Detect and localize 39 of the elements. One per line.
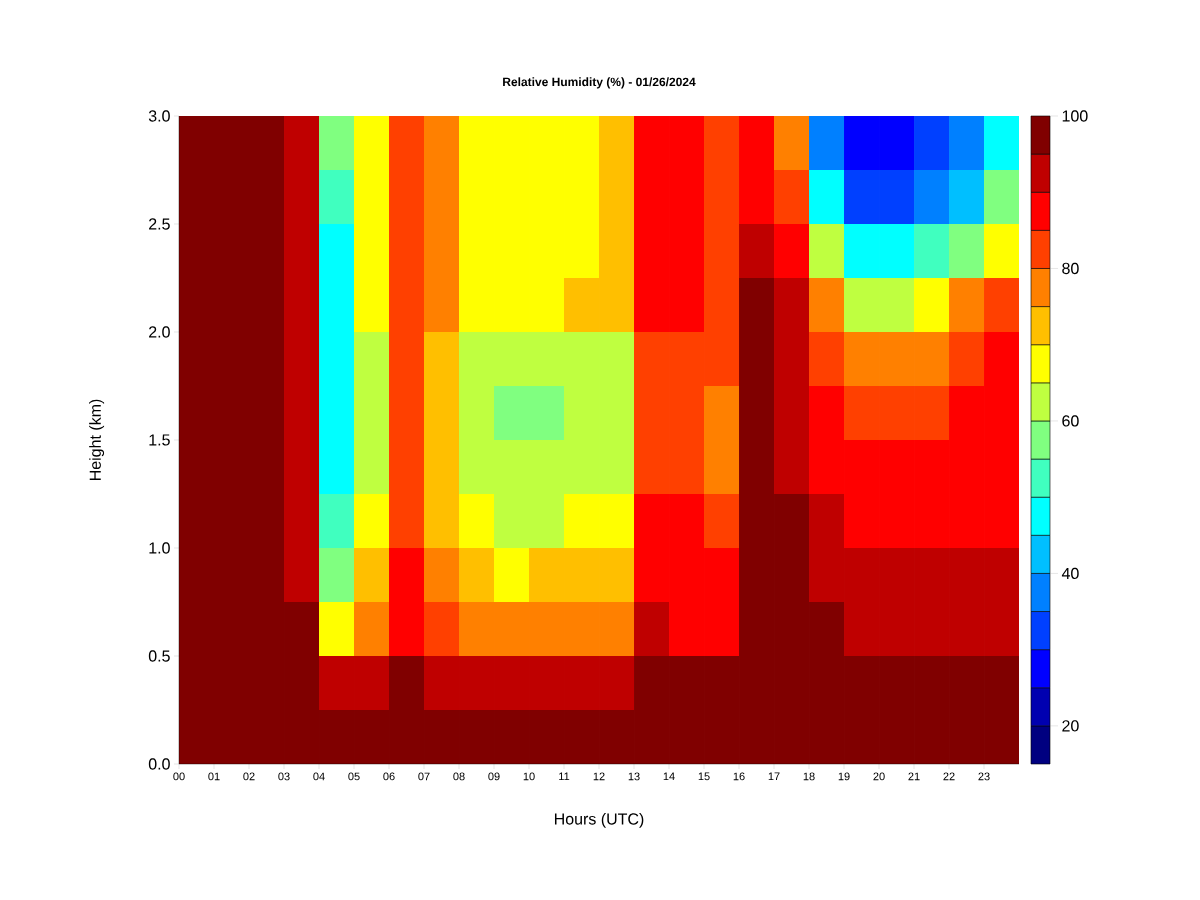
x-tick-label: 08 (453, 772, 465, 781)
color-bar-label: 40 (1061, 567, 1079, 580)
chart-title: Relative Humidity (%) - 01/26/2024 (503, 77, 696, 89)
x-tick-label: 16 (733, 772, 745, 781)
x-tick-label: 02 (243, 772, 255, 781)
color-bar-label: 80 (1062, 262, 1079, 275)
x-tick-label: 18 (803, 772, 815, 781)
x-tick-label: 00 (173, 772, 185, 781)
x-tick-label: 12 (593, 772, 605, 781)
x-tick-label: 23 (978, 772, 990, 781)
x-tick-label: 03 (278, 772, 290, 781)
x-tick-label: 05 (348, 772, 360, 781)
x-tick-label: 10 (523, 772, 535, 781)
y-axis-title: Height (km) (89, 399, 105, 481)
y-tick-label: 0.0 (148, 758, 170, 770)
x-tick-label: 22 (943, 772, 955, 781)
x-tick-label: 04 (313, 772, 325, 781)
x-tick-label: 06 (383, 772, 395, 781)
x-tick-label: 01 (208, 772, 220, 781)
x-tick-label: 07 (418, 772, 430, 781)
y-tick-label: 1.0 (149, 542, 170, 554)
x-tick-label: 19 (838, 772, 850, 781)
color-bar-label: 20 (1062, 720, 1079, 732)
x-tick-label: 20 (873, 772, 885, 781)
x-tick-label: 15 (698, 772, 710, 781)
x-tick-label: 11 (559, 772, 570, 781)
y-tick-label: 2.5 (149, 218, 170, 230)
x-tick-label: 13 (628, 772, 640, 781)
x-tick-label: 21 (908, 772, 920, 781)
y-tick-label: 3.0 (148, 110, 170, 122)
x-tick-label: 17 (768, 772, 780, 781)
color-bar-label: 60 (1062, 415, 1079, 427)
x-axis-title: Hours (UTC) (554, 812, 644, 828)
x-tick-label: 09 (488, 772, 500, 781)
x-tick-label: 14 (663, 772, 675, 781)
y-tick-label: 1.5 (149, 434, 170, 446)
y-tick-label: 0.5 (148, 650, 170, 662)
color-bar-label: 100 (1062, 110, 1088, 122)
y-tick-label: 2.0 (149, 326, 170, 338)
